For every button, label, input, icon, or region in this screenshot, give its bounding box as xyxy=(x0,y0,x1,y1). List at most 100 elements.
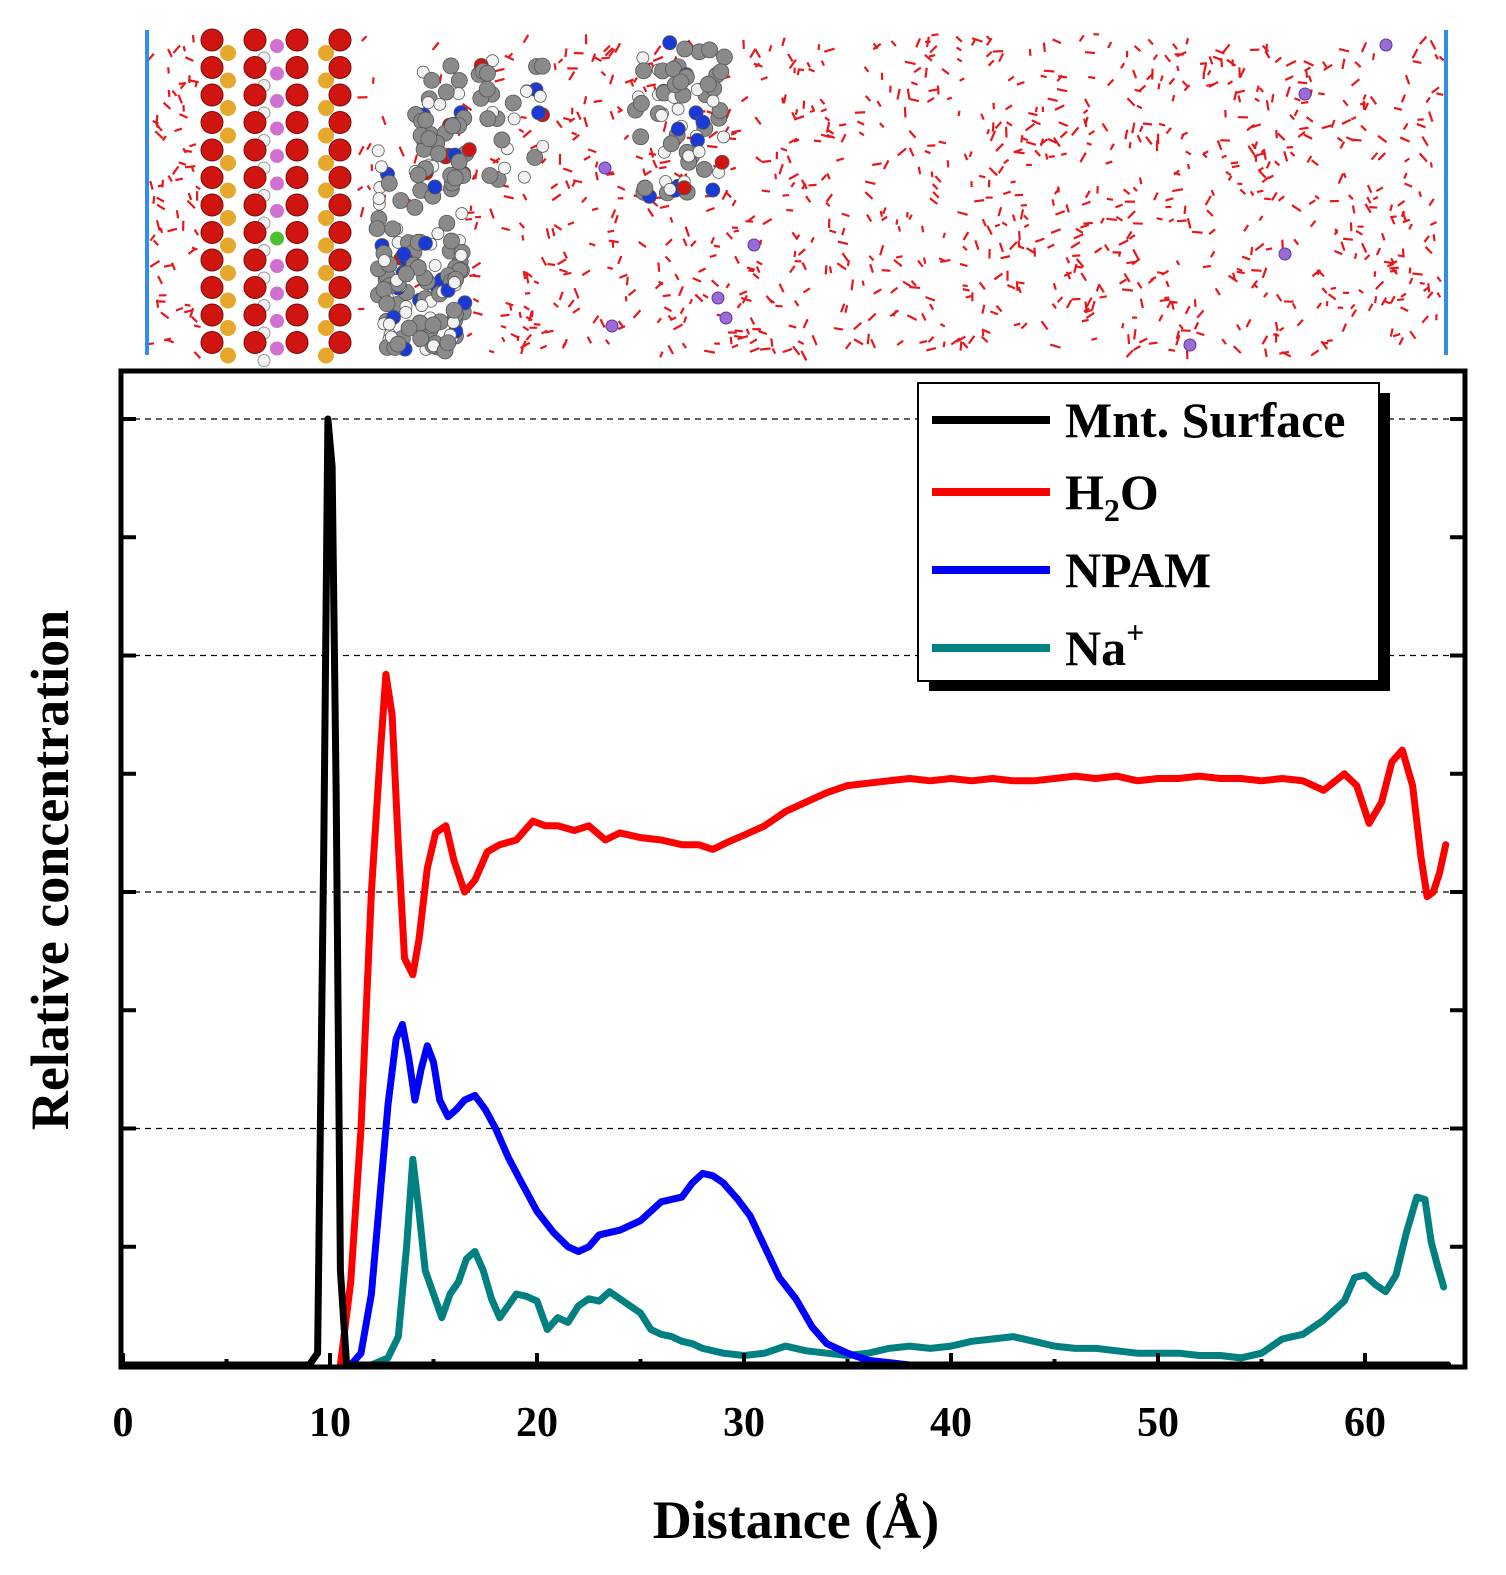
hydrogen-atom xyxy=(421,96,435,110)
water-molecule xyxy=(1264,197,1271,201)
water-molecule xyxy=(762,218,773,226)
water-molecule xyxy=(156,196,165,203)
water-molecule xyxy=(1147,38,1154,46)
water-molecule xyxy=(931,183,939,190)
water-molecule xyxy=(174,127,183,133)
water-molecule xyxy=(1020,134,1024,143)
water-molecule xyxy=(470,274,481,278)
water-molecule xyxy=(838,123,847,127)
water-molecule xyxy=(774,173,777,180)
water-molecule xyxy=(866,333,870,345)
water-molecule xyxy=(627,288,637,297)
water-molecule xyxy=(1001,221,1008,227)
water-molecule xyxy=(981,218,987,227)
carbon-atom xyxy=(406,198,424,216)
water-molecule xyxy=(892,309,898,317)
oxygen-atom xyxy=(328,138,352,162)
water-molecule xyxy=(607,229,615,234)
water-molecule xyxy=(398,146,405,157)
water-molecule xyxy=(1152,54,1159,61)
water-molecule xyxy=(540,157,547,165)
oxygen-atom xyxy=(243,56,267,79)
water-molecule xyxy=(1438,55,1445,62)
water-molecule xyxy=(792,345,801,356)
water-molecule xyxy=(1216,140,1223,151)
water-molecule xyxy=(1054,104,1065,111)
water-molecule xyxy=(1204,195,1212,206)
water-molecule xyxy=(501,226,511,232)
oxygen-atom xyxy=(200,331,224,354)
water-molecule xyxy=(553,224,563,231)
water-molecule xyxy=(1316,269,1322,276)
water-molecule xyxy=(841,252,849,262)
water-molecule xyxy=(1186,163,1191,170)
water-molecule xyxy=(1221,338,1227,345)
water-molecule xyxy=(565,180,571,190)
water-molecule xyxy=(1175,260,1181,266)
hydrogen-atom xyxy=(498,161,511,175)
water-molecule xyxy=(756,260,763,266)
water-molecule xyxy=(998,52,1005,63)
water-molecule xyxy=(793,250,797,258)
water-molecule xyxy=(1264,348,1268,358)
oxygen-atom xyxy=(200,193,224,217)
water-molecule xyxy=(1010,180,1016,184)
carbon-atom xyxy=(701,41,719,59)
water-molecule xyxy=(870,338,877,349)
carbon-atom xyxy=(662,135,680,153)
water-molecule xyxy=(932,191,940,199)
oxygen-atom xyxy=(243,83,267,107)
water-molecule xyxy=(1086,142,1092,146)
water-molecule xyxy=(1085,296,1093,308)
carbon-atom xyxy=(444,117,461,135)
water-molecule xyxy=(1131,257,1141,266)
water-molecule xyxy=(796,69,800,76)
water-molecule xyxy=(154,130,164,140)
water-molecule xyxy=(1341,58,1346,70)
nitrogen-atom xyxy=(418,235,433,251)
water-molecule xyxy=(1231,164,1240,169)
silicon-atom xyxy=(318,100,334,116)
water-molecule xyxy=(1056,74,1064,82)
silicon-atom xyxy=(318,320,334,336)
water-molecule xyxy=(1299,126,1309,131)
water-molecule xyxy=(1118,278,1127,285)
water-molecule xyxy=(1056,296,1064,304)
carbon-atom xyxy=(636,179,654,197)
water-molecule xyxy=(1429,162,1433,168)
water-molecule xyxy=(1226,58,1237,67)
oxygen-atom xyxy=(328,248,352,272)
water-molecule xyxy=(1369,95,1378,105)
water-molecule xyxy=(1399,136,1411,143)
water-molecule xyxy=(1127,334,1131,345)
water-molecule xyxy=(1169,300,1178,304)
silicon-atom xyxy=(318,127,334,144)
water-molecule xyxy=(853,321,863,331)
water-molecule xyxy=(879,244,885,256)
water-molecule xyxy=(924,149,931,155)
water-molecule xyxy=(967,335,976,345)
water-molecule xyxy=(1402,122,1409,131)
water-molecule xyxy=(759,239,763,246)
water-molecule xyxy=(872,42,879,50)
water-molecule xyxy=(994,223,1001,228)
sodium-ion xyxy=(711,291,725,305)
water-molecule xyxy=(572,307,581,314)
water-molecule xyxy=(1157,83,1161,90)
water-molecule xyxy=(1253,141,1259,150)
oxygen-atom xyxy=(714,154,730,170)
water-molecule xyxy=(1426,291,1434,299)
water-molecule xyxy=(638,241,647,248)
water-molecule xyxy=(1088,130,1096,136)
water-molecule xyxy=(1359,102,1366,106)
carbon-atom xyxy=(420,130,438,148)
silicon-atom xyxy=(220,100,236,116)
water-molecule xyxy=(1309,220,1317,228)
silicon-atom xyxy=(220,155,236,171)
sodium-ion xyxy=(747,238,761,252)
water-molecule xyxy=(1297,81,1308,85)
water-molecule xyxy=(1090,300,1096,311)
carbon-atom xyxy=(442,57,460,75)
water-molecule xyxy=(1275,129,1278,139)
carbon-atom xyxy=(443,232,460,250)
